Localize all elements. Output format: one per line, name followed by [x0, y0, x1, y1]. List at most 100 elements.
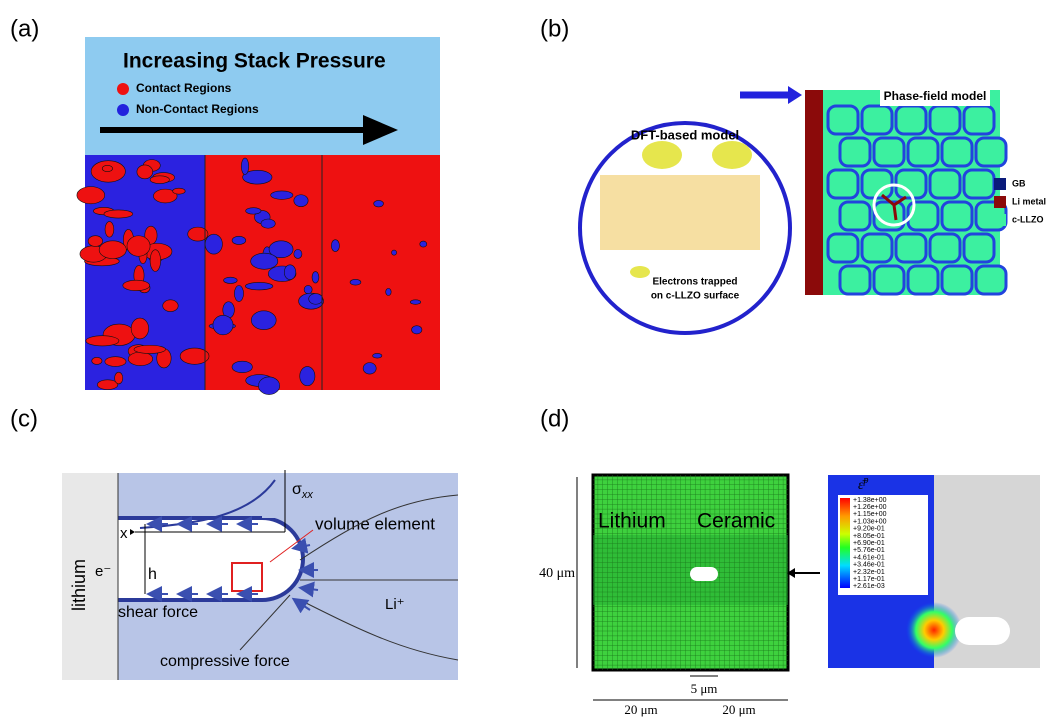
grain: [964, 106, 994, 134]
gap-blob: [271, 191, 293, 199]
grain: [930, 234, 960, 262]
grain: [874, 266, 904, 294]
contact-blob: [105, 222, 114, 238]
colorbar-label: +1.38e+00: [853, 497, 887, 504]
grain: [942, 266, 972, 294]
grain: [840, 138, 870, 166]
contact-blob: [102, 165, 112, 171]
gap-blob: [232, 236, 246, 244]
gap-blob: [213, 315, 233, 335]
orbital: [642, 141, 682, 169]
gap-blob: [245, 282, 273, 289]
li-ion-label: Li⁺: [385, 596, 405, 613]
grain: [840, 202, 870, 230]
notch-label: 5 μm: [691, 681, 718, 696]
contact-blob: [77, 187, 105, 204]
ceramic-top: [118, 473, 458, 518]
dendrite: [118, 518, 303, 600]
pf-title: Phase-field model: [884, 89, 987, 103]
colorbar-label: +2.61e-03: [853, 583, 885, 590]
contact-blob: [137, 165, 153, 179]
contact-blob: [150, 250, 161, 272]
grain: [964, 170, 994, 198]
structure: [600, 175, 760, 250]
width-label: 20 μm: [624, 702, 657, 717]
grain: [862, 106, 892, 134]
lithium-label: Lithium: [598, 510, 666, 533]
contact-blob: [92, 357, 102, 364]
grain: [896, 106, 926, 134]
gap-blob: [300, 367, 315, 386]
colorbar-label: +9.20e-01: [853, 526, 885, 533]
width-label: 20 μm: [722, 702, 755, 717]
gap-blob: [294, 249, 302, 258]
colorbar-label: +4.61e-01: [853, 554, 885, 561]
volume-label: volume element: [315, 514, 435, 533]
ceramic-label: Ceramic: [697, 510, 775, 533]
gap-blob: [251, 253, 278, 269]
gap-blob: [224, 277, 238, 283]
contact-blob: [97, 380, 117, 390]
gap-blob: [373, 353, 382, 358]
gap-blob: [410, 300, 420, 304]
contact-blob: [131, 318, 148, 339]
gap-blob: [350, 279, 361, 285]
hotspot: [906, 602, 962, 658]
gap-blob: [374, 200, 384, 206]
gap-blob: [232, 361, 252, 373]
orbital: [630, 266, 650, 278]
colorbar-label: +5.76e-01: [853, 547, 885, 554]
colorbar-label: +1.03e+00: [853, 518, 887, 525]
grain: [930, 170, 960, 198]
contact-blob: [105, 357, 126, 367]
contact-blob: [127, 236, 150, 256]
legend-label: c-LLZO: [1012, 214, 1044, 224]
lithium-label: lithium: [69, 559, 89, 611]
gap-blob: [412, 326, 422, 334]
grain: [908, 138, 938, 166]
contact-blob: [134, 345, 166, 353]
gap-blob: [304, 285, 312, 293]
panel-label: (c): [10, 405, 38, 432]
contact-blob: [163, 300, 179, 312]
panel-label: (b): [540, 15, 569, 42]
grain: [840, 266, 870, 294]
x-label: x: [120, 525, 128, 542]
grain: [828, 170, 858, 198]
contact-blob: [123, 280, 150, 290]
electron-label: e⁻: [95, 563, 111, 580]
contact-blob: [150, 176, 169, 184]
height-label: 40 μm: [539, 566, 575, 581]
h-label: h: [148, 566, 157, 583]
panel-label: (a): [10, 15, 39, 42]
gap-blob: [309, 294, 323, 305]
gap-blob: [258, 377, 279, 395]
colorbar-label: +6.90e-01: [853, 540, 885, 547]
colorbar: [840, 498, 850, 588]
gap-blob: [312, 272, 319, 283]
contact-blob: [99, 241, 126, 259]
legend-swatch: [994, 196, 1006, 208]
gap-blob: [246, 208, 261, 214]
legend-swatch: [994, 178, 1006, 190]
legend-label: Li metal: [1012, 196, 1046, 206]
legend-swatch: [117, 83, 129, 95]
legend-label: Contact Regions: [136, 81, 232, 95]
dft-caption: Electrons trapped: [652, 277, 737, 288]
grain: [896, 234, 926, 262]
gap-blob: [392, 250, 397, 255]
page: (a) Increasing Stack Pressure Contact Re…: [0, 0, 1049, 717]
legend-label: GB: [1012, 178, 1026, 188]
orbital: [712, 141, 752, 169]
shear-label: shear force: [118, 604, 198, 621]
colorbar-label: +8.05e-01: [853, 533, 885, 540]
legend-label: Non-Contact Regions: [136, 102, 259, 116]
grain: [874, 138, 904, 166]
grain: [942, 202, 972, 230]
notch: [690, 567, 718, 581]
gap-blob: [234, 286, 243, 302]
contact-blob: [173, 188, 186, 194]
grain: [964, 234, 994, 262]
compressive-label: compressive force: [160, 653, 290, 670]
panel-label: (d): [540, 405, 569, 432]
